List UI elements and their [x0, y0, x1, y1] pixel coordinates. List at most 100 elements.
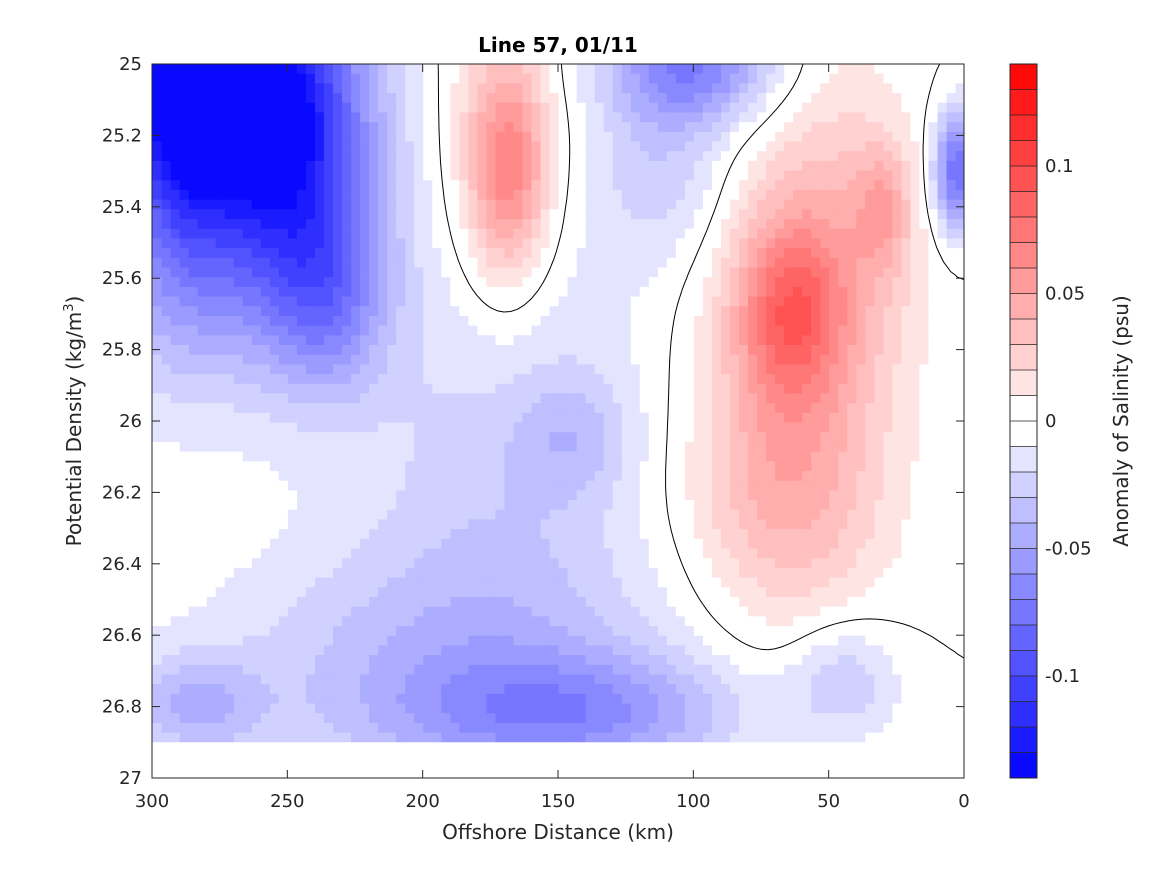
anomaly-cell	[377, 529, 388, 540]
anomaly-cell	[882, 587, 893, 598]
anomaly-cell	[738, 83, 749, 94]
anomaly-cell	[422, 160, 433, 172]
anomaly-cell	[648, 180, 658, 191]
anomaly-cell	[702, 238, 712, 249]
anomaly-cell	[855, 325, 866, 336]
anomaly-cell	[476, 567, 487, 579]
anomaly-cell	[386, 558, 397, 569]
anomaly-cell	[467, 500, 478, 511]
anomaly-cell	[747, 306, 758, 317]
anomaly-cell	[657, 345, 667, 356]
anomaly-cell	[440, 364, 451, 375]
anomaly-cell	[873, 199, 884, 210]
anomaly-cell	[350, 257, 361, 269]
anomaly-cell	[702, 306, 712, 317]
anomaly-cell	[179, 577, 189, 588]
anomaly-cell	[702, 509, 712, 521]
plot-area	[152, 64, 964, 743]
anomaly-cell	[819, 83, 830, 94]
anomaly-cell	[224, 199, 234, 210]
anomaly-cell	[819, 180, 830, 191]
anomaly-cell	[215, 374, 225, 385]
anomaly-cell	[594, 490, 604, 501]
anomaly-cell	[711, 509, 721, 521]
anomaly-cell	[512, 170, 523, 181]
anomaly-cell	[296, 189, 306, 201]
anomaly-cell	[630, 432, 640, 443]
anomaly-cell	[729, 93, 740, 104]
anomaly-cell	[287, 519, 297, 530]
anomaly-cell	[188, 257, 198, 269]
anomaly-cell	[864, 500, 875, 511]
anomaly-cell	[936, 102, 947, 114]
anomaly-cell	[359, 325, 370, 336]
anomaly-cell	[413, 325, 424, 336]
anomaly-cell	[657, 122, 667, 133]
anomaly-cell	[882, 73, 893, 84]
anomaly-cell	[747, 470, 758, 482]
anomaly-cell	[855, 529, 866, 540]
anomaly-cell	[594, 596, 604, 608]
anomaly-cell	[603, 315, 613, 327]
anomaly-cell	[251, 209, 261, 220]
anomaly-cell	[684, 238, 694, 249]
anomaly-cell	[666, 219, 676, 230]
anomaly-cell	[485, 451, 496, 462]
anomaly-cell	[720, 112, 731, 123]
anomaly-cell	[485, 151, 496, 162]
anomaly-cell	[729, 529, 740, 540]
anomaly-cell	[954, 238, 964, 249]
anomaly-cell	[197, 73, 207, 84]
anomaly-cell	[278, 432, 288, 443]
anomaly-cell	[648, 461, 658, 472]
anomaly-cell	[576, 500, 586, 511]
anomaly-cell	[936, 558, 947, 569]
anomaly-cell	[278, 219, 288, 230]
anomaly-cell	[594, 83, 604, 94]
anomaly-cell	[413, 451, 424, 462]
anomaly-cell	[395, 180, 406, 191]
anomaly-cell	[350, 267, 361, 278]
anomaly-cell	[305, 238, 315, 249]
anomaly-cell	[251, 470, 261, 482]
anomaly-cell	[341, 141, 352, 152]
anomaly-cell	[197, 529, 207, 540]
anomaly-cell	[233, 345, 243, 356]
anomaly-cell	[251, 248, 261, 259]
anomaly-cell	[350, 325, 361, 336]
anomaly-cell	[828, 160, 839, 172]
anomaly-cell	[476, 422, 487, 433]
anomaly-cell	[386, 587, 397, 598]
anomaly-cell	[341, 451, 352, 462]
anomaly-cell	[377, 315, 388, 327]
anomaly-cell	[368, 296, 379, 307]
anomaly-cell	[422, 180, 433, 191]
anomaly-cell	[413, 393, 424, 404]
anomaly-cell	[612, 374, 622, 385]
anomaly-cell	[657, 238, 667, 249]
anomaly-cell	[386, 548, 397, 559]
anomaly-cell	[548, 73, 559, 84]
anomaly-cell	[458, 93, 469, 104]
anomaly-cell	[422, 519, 433, 530]
anomaly-cell	[269, 470, 279, 482]
anomaly-cell	[666, 257, 676, 269]
anomaly-cell	[404, 490, 415, 501]
anomaly-cell	[954, 122, 964, 133]
anomaly-cell	[837, 209, 848, 220]
anomaly-cell	[206, 383, 216, 395]
anomaly-cell	[215, 548, 225, 559]
anomaly-cell	[323, 257, 334, 269]
anomaly-cell	[359, 209, 370, 220]
anomaly-cell	[900, 180, 911, 191]
anomaly-cell	[395, 248, 406, 259]
anomaly-cell	[639, 296, 649, 307]
anomaly-cell	[161, 306, 171, 317]
anomaly-cell	[927, 451, 938, 462]
anomaly-cell	[783, 403, 794, 414]
anomaly-cell	[395, 296, 406, 307]
anomaly-cell	[161, 180, 171, 191]
anomaly-cell	[548, 267, 559, 278]
anomaly-cell	[630, 325, 640, 336]
anomaly-cell	[657, 93, 667, 104]
